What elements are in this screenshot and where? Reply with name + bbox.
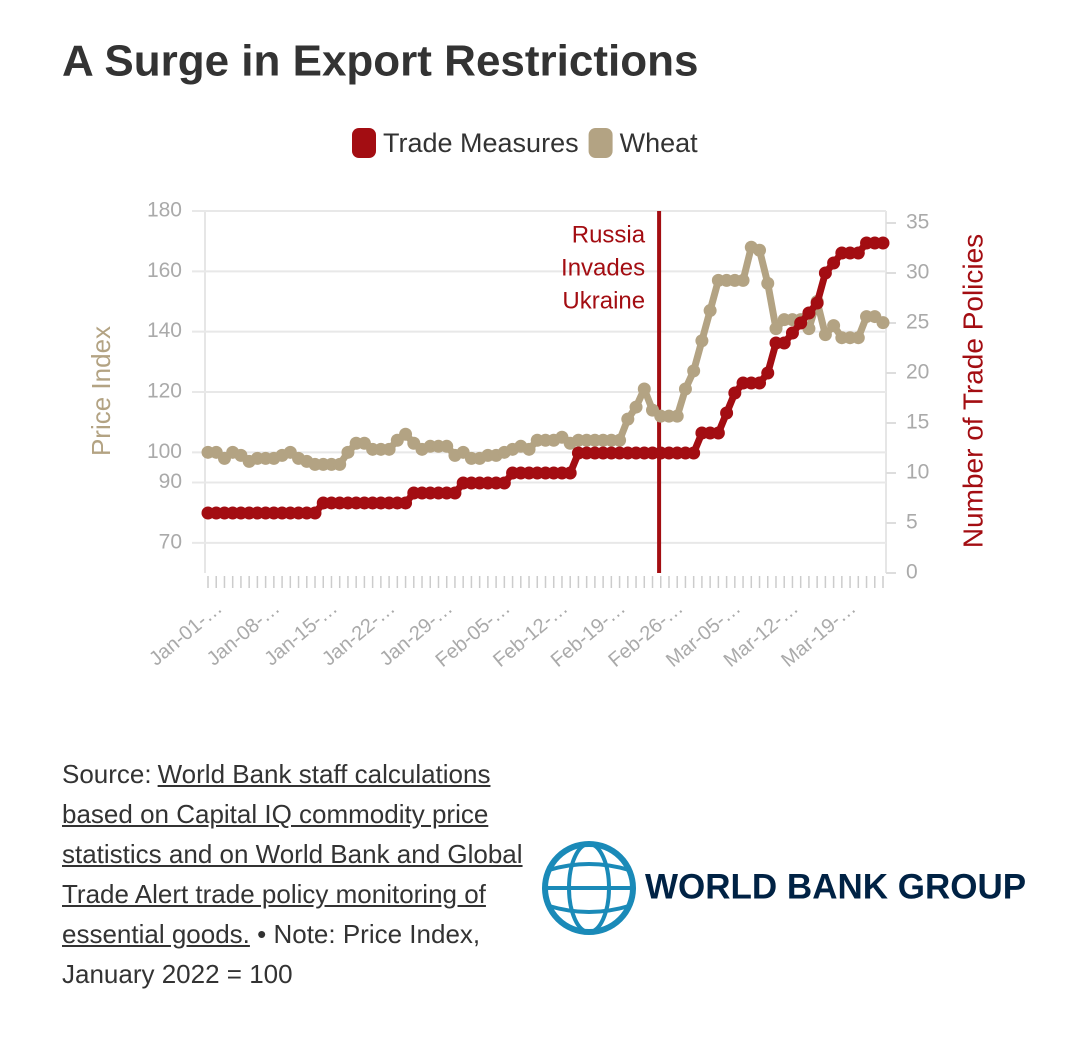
- data-point: [810, 296, 824, 310]
- data-point: [720, 406, 734, 420]
- data-point: [876, 236, 890, 250]
- data-point: [613, 433, 627, 447]
- y2-tick-label: 20: [906, 361, 929, 384]
- data-point: [802, 306, 816, 320]
- series-line: [208, 243, 886, 468]
- data-point: [876, 316, 890, 330]
- data-point: [341, 445, 355, 459]
- y-tick-label: 100: [147, 440, 182, 463]
- data-point: [711, 426, 725, 440]
- note: • Note: Price Index, January 2022 = 100: [62, 919, 481, 989]
- legend-swatch: [352, 128, 376, 158]
- source-link[interactable]: World Bank staff calculations based on C…: [62, 759, 523, 949]
- y2-tick-label: 0: [906, 561, 918, 584]
- data-point: [399, 427, 413, 441]
- y2-tick-label: 25: [906, 311, 929, 334]
- chart-title: A Surge in Export Restrictions: [62, 37, 698, 86]
- data-point: [440, 439, 454, 453]
- data-point: [703, 304, 717, 318]
- y2-tick-label: 30: [906, 261, 929, 284]
- y2-axis-title: Number of Trade Policies: [957, 234, 988, 548]
- data-point: [621, 412, 635, 426]
- y2-tick-label: 15: [906, 411, 929, 434]
- data-point: [818, 266, 832, 280]
- data-point: [563, 466, 577, 480]
- annotation-text: Ukraine: [562, 287, 645, 314]
- data-point: [761, 276, 775, 290]
- data-point: [399, 496, 413, 510]
- data-point: [785, 326, 799, 340]
- data-point: [818, 328, 832, 342]
- data-point: [753, 376, 767, 390]
- data-point: [333, 457, 347, 471]
- y-tick-label: 160: [147, 259, 182, 282]
- annotation-text: Russia: [572, 221, 646, 248]
- annotation-text: Invades: [561, 254, 645, 281]
- data-point: [794, 316, 808, 330]
- data-point: [629, 400, 643, 414]
- source-note: Source: World Bank staff calculations bas…: [62, 754, 532, 994]
- y2-tick-label: 10: [906, 461, 929, 484]
- y-tick-label: 180: [147, 199, 182, 222]
- series: [201, 240, 890, 471]
- y-tick-label: 120: [147, 380, 182, 403]
- data-point: [522, 442, 536, 456]
- data-point: [695, 334, 709, 348]
- logo-text: WORLD BANK GROUP: [645, 867, 1026, 906]
- data-point: [308, 506, 322, 520]
- data-point: [678, 382, 692, 396]
- data-point: [851, 331, 865, 345]
- data-point: [448, 486, 462, 500]
- series: [201, 236, 890, 520]
- y-tick-label: 90: [159, 470, 182, 493]
- data-point: [827, 319, 841, 333]
- data-point: [851, 246, 865, 260]
- data-point: [637, 382, 651, 396]
- data-point: [769, 322, 783, 336]
- data-point: [670, 409, 684, 423]
- data-point: [382, 442, 396, 456]
- data-point: [777, 336, 791, 350]
- y-axis-title: Price Index: [86, 326, 116, 456]
- legend-label: Trade Measures: [383, 128, 579, 158]
- source-label: Source:: [62, 759, 152, 789]
- logo: WORLD BANK GROUP: [542, 841, 1026, 935]
- logo-globe: [545, 862, 633, 914]
- legend-swatch: [588, 128, 613, 158]
- data-point: [761, 366, 775, 380]
- data-point: [753, 243, 767, 257]
- data-point: [827, 256, 841, 270]
- data-point: [687, 364, 701, 378]
- y-tick-label: 70: [159, 530, 182, 553]
- y-tick-label: 140: [147, 319, 182, 342]
- y2-tick-label: 35: [906, 211, 929, 234]
- data-point: [736, 273, 750, 287]
- data-point: [687, 446, 701, 460]
- y2-tick-label: 5: [906, 511, 918, 534]
- data-point: [728, 386, 742, 400]
- data-point: [497, 476, 511, 490]
- legend-label: Wheat: [620, 128, 699, 158]
